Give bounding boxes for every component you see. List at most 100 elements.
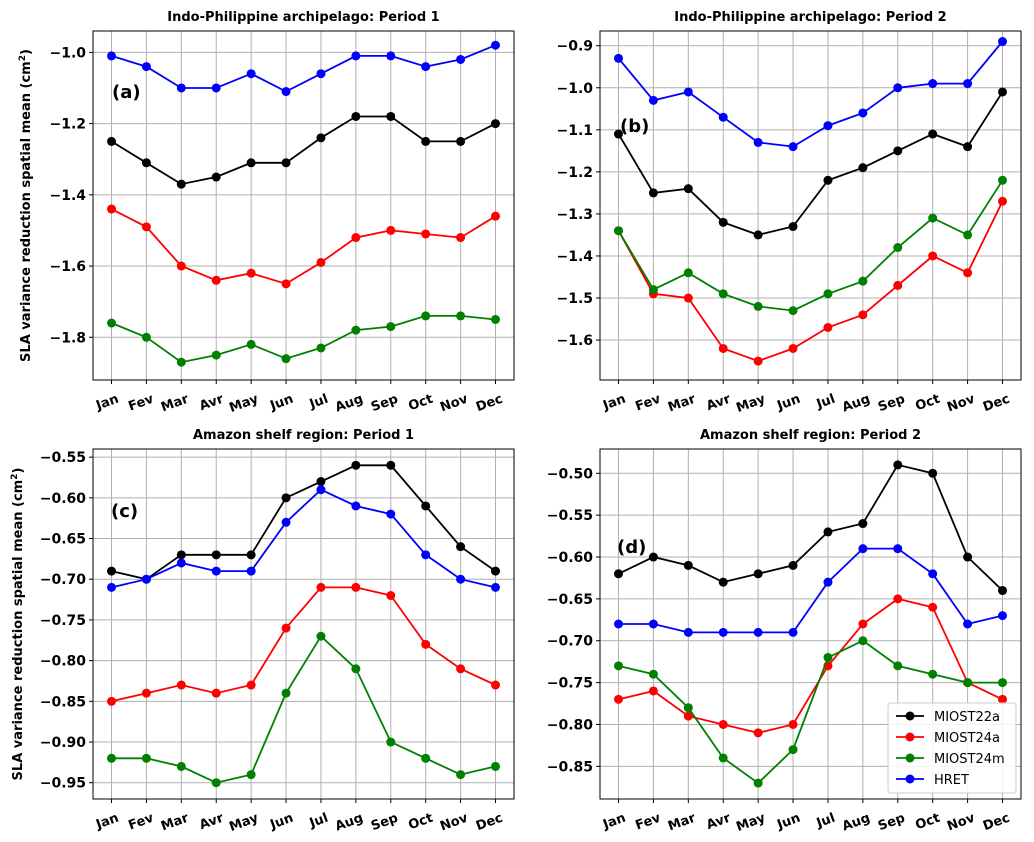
- data-point-hret: [386, 509, 396, 519]
- x-tick-label: Aug: [840, 811, 872, 835]
- series-line-miost22a: [617, 91, 1004, 236]
- data-point-hret: [928, 79, 938, 89]
- data-point-miost22a: [648, 552, 658, 562]
- data-point-miost24a: [456, 233, 466, 243]
- data-point-hret: [176, 83, 186, 93]
- y-tick-label: −1.4: [49, 188, 86, 204]
- data-point-hret: [176, 558, 186, 568]
- data-point-miost22a: [648, 188, 658, 198]
- data-point-hret: [823, 577, 833, 587]
- data-point-miost24a: [351, 233, 361, 243]
- x-tick-label: Sep: [876, 392, 907, 416]
- series-line-miost24m: [618, 639, 1003, 785]
- data-point-hret: [614, 53, 623, 63]
- x-tick-label: Dec: [474, 811, 505, 834]
- panel-title: Indo-Philippine archipelago: Period 2: [674, 10, 946, 25]
- data-point-miost24a: [788, 719, 798, 729]
- data-point-miost24m: [386, 322, 396, 332]
- data-point-miost22a: [963, 552, 973, 562]
- data-point-miost24m: [316, 631, 326, 641]
- data-point-hret: [858, 108, 868, 118]
- data-point-miost24m: [246, 770, 256, 780]
- data-point-hret: [456, 574, 466, 584]
- y-tick-label: −1.1: [556, 123, 593, 139]
- y-axis-label-text: SLA variance reduction spatial mean (cm: [19, 61, 34, 362]
- data-point-miost22a: [928, 468, 938, 478]
- data-point-hret: [753, 627, 763, 637]
- data-point-miost24a: [107, 696, 116, 706]
- x-tick-label: Avr: [704, 810, 733, 833]
- data-point-miost24m: [998, 175, 1007, 185]
- data-point-miost22a: [491, 566, 500, 576]
- data-point-miost24m: [456, 770, 466, 780]
- data-point-miost24a: [648, 686, 658, 696]
- data-point-miost24m: [176, 357, 186, 367]
- data-point-miost24a: [176, 261, 186, 271]
- y-axis-label-text: SLA variance reduction spatial mean (cm: [11, 480, 26, 781]
- axes-frame: [599, 448, 1022, 800]
- legend-marker: [905, 711, 915, 721]
- data-point-miost22a: [176, 179, 186, 189]
- data-point-miost24m: [998, 678, 1007, 688]
- x-tick-label: Oct: [406, 392, 435, 415]
- data-point-miost22a: [788, 560, 798, 570]
- x-tick-label: Jun: [267, 811, 295, 833]
- data-point-miost24a: [176, 680, 186, 690]
- data-point-hret: [211, 83, 221, 93]
- y-tick-label: −0.80: [40, 654, 87, 670]
- y-tick-label: −1.3: [556, 207, 593, 223]
- data-point-miost22a: [823, 527, 833, 537]
- axes-frame: [92, 448, 515, 800]
- x-tick-label: Sep: [369, 811, 400, 835]
- data-point-miost24m: [823, 652, 833, 662]
- data-point-miost24m: [928, 213, 938, 223]
- data-point-hret: [107, 51, 116, 61]
- data-point-hret: [963, 79, 973, 89]
- data-point-miost24a: [351, 582, 361, 592]
- x-tick-label: Avr: [704, 391, 733, 414]
- data-point-miost22a: [281, 158, 291, 168]
- data-point-hret: [893, 544, 903, 554]
- data-point-hret: [316, 485, 326, 495]
- data-point-miost24a: [246, 680, 256, 690]
- data-point-miost22a: [107, 566, 116, 576]
- data-point-miost24m: [858, 636, 868, 646]
- legend-marker: [905, 753, 915, 763]
- data-point-miost24m: [351, 664, 361, 674]
- y-axis-label: SLA variance reduction spatial mean (cm2…: [18, 49, 34, 362]
- x-tick-label: Oct: [406, 811, 435, 834]
- data-point-miost24m: [858, 276, 868, 286]
- y-axis-label-superscript: 2: [18, 55, 28, 61]
- x-tick-label: Nov: [438, 391, 470, 415]
- data-point-miost24m: [281, 354, 291, 364]
- x-tick-label: Jun: [267, 392, 295, 414]
- data-point-miost24m: [491, 761, 500, 771]
- axes-frame: [92, 30, 515, 381]
- x-tick-label: Mar: [666, 810, 698, 834]
- x-tick-label: Jan: [93, 811, 121, 833]
- data-point-miost24m: [491, 314, 500, 324]
- data-point-miost24m: [788, 745, 798, 755]
- y-tick-label: −1.0: [556, 81, 593, 97]
- data-point-miost22a: [246, 158, 256, 168]
- y-axis-label: SLA variance reduction spatial mean (cm2…: [10, 468, 26, 781]
- data-point-miost22a: [963, 142, 973, 152]
- y-tick-label: −0.60: [40, 491, 87, 507]
- data-point-miost22a: [718, 217, 728, 227]
- legend-label: HRET: [934, 773, 969, 788]
- data-point-miost24a: [718, 719, 728, 729]
- x-tick-label: Sep: [369, 392, 400, 416]
- panel-d: −0.85 −0.80 −0.75 −0.70 −0.65 −0.60 −0.55 −0.50…: [547, 428, 1022, 835]
- data-point-hret: [928, 569, 938, 579]
- y-tick-label: −0.70: [547, 634, 594, 650]
- data-point-hret: [683, 627, 693, 637]
- data-point-hret: [351, 501, 361, 511]
- data-point-miost24a: [316, 582, 326, 592]
- data-point-miost24m: [386, 737, 396, 747]
- data-point-miost24m: [928, 669, 938, 679]
- data-point-hret: [683, 87, 693, 97]
- data-point-miost24a: [211, 275, 221, 285]
- data-point-miost22a: [858, 519, 868, 529]
- data-point-miost22a: [281, 493, 291, 503]
- data-point-miost24a: [421, 639, 431, 649]
